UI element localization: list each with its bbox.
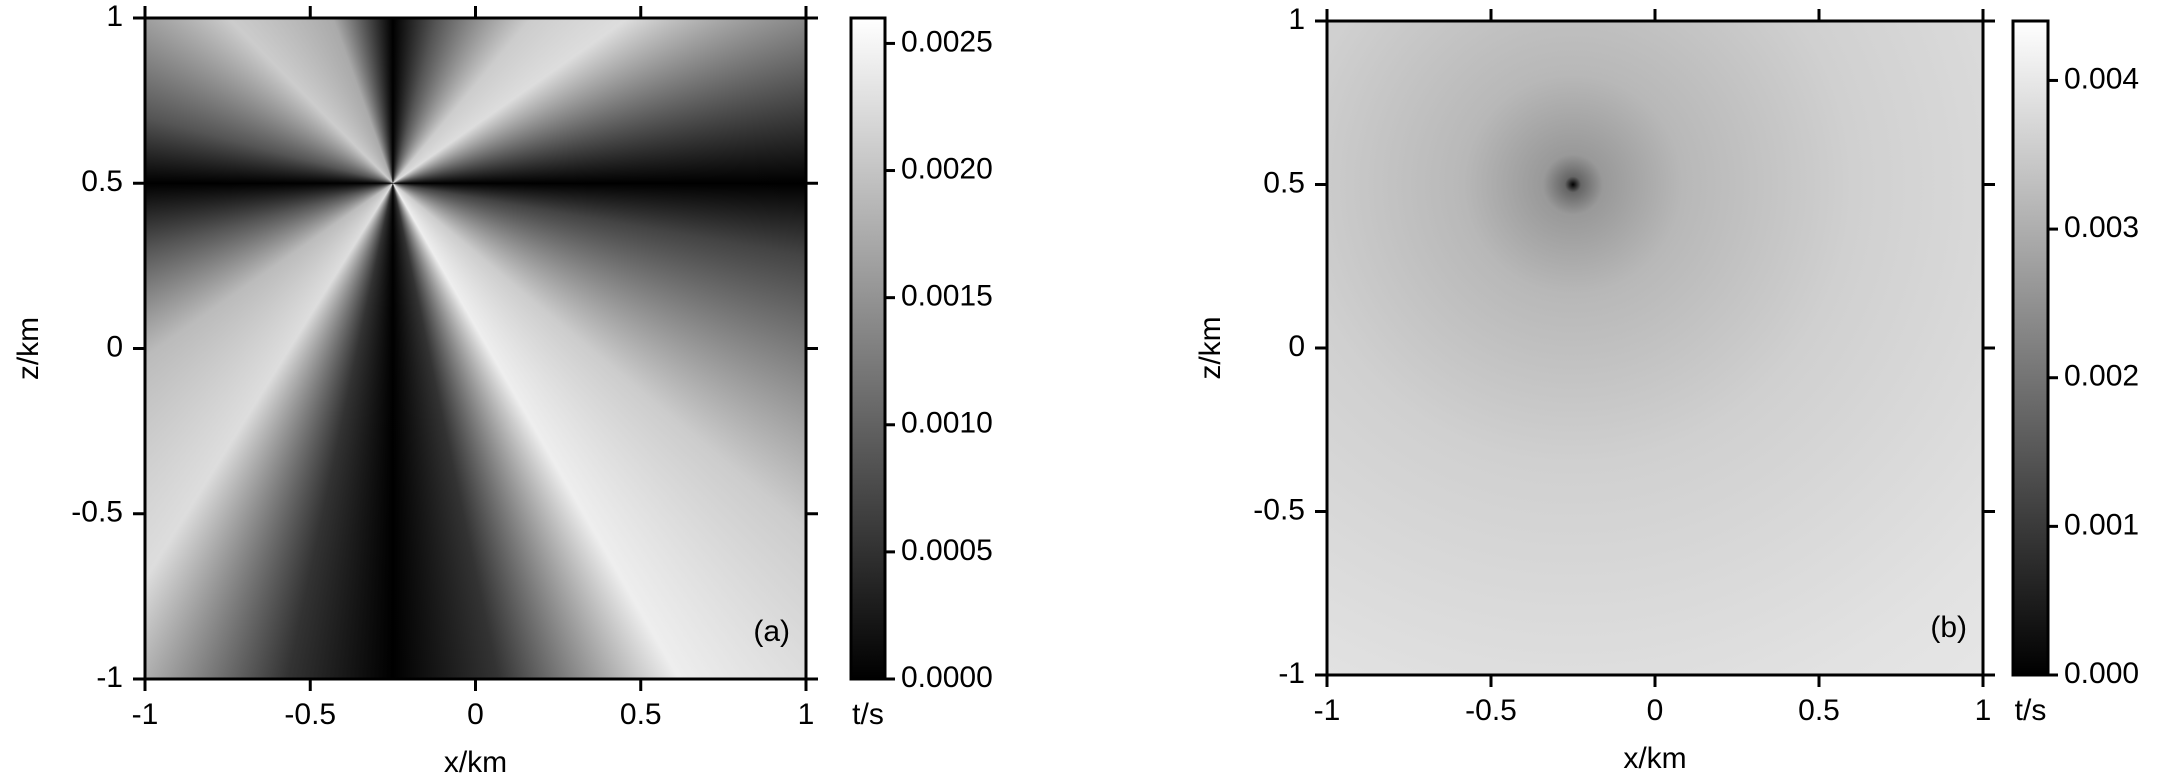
colorbar-tick-label: 0.0005 <box>901 534 993 567</box>
panel: -1 -0.5 0 0.5 1 -1 -0.5 0 0.5 1 x/km z/km (b) 0.000 0.… <box>1194 3 2139 775</box>
x-tick-label: 0 <box>1647 694 1664 727</box>
heatmap-field <box>1327 21 1983 675</box>
colorbar-tick-label: 0.004 <box>2064 62 2139 95</box>
colorbar-label: t/s <box>2015 694 2047 727</box>
heatmap-field <box>145 18 806 679</box>
colorbar-label: t/s <box>852 698 884 731</box>
heatmap-image <box>145 18 806 679</box>
x-tick-label: 0 <box>467 698 484 731</box>
colorbar-tick-label: 0.002 <box>2064 360 2139 393</box>
heatmap-image <box>1327 21 1983 675</box>
colorbar-tick-label: 0.003 <box>2064 211 2139 244</box>
x-tick-label: 1 <box>1975 694 1992 727</box>
x-tick-label: -1 <box>132 698 159 731</box>
colorbar-tick-label: 0.0025 <box>901 25 993 58</box>
colorbar-tick-label: 0.0015 <box>901 280 993 313</box>
colorbar-tick-label: 0.0000 <box>901 661 993 694</box>
colorbar-tick-label: 0.001 <box>2064 508 2139 541</box>
panel-label: (b) <box>1930 611 1967 644</box>
y-axis-label: z/km <box>12 317 45 380</box>
x-axis-label: x/km <box>444 746 507 779</box>
colorbar <box>2011 19 2050 677</box>
colorbar <box>849 16 887 681</box>
x-tick-label: 0.5 <box>1798 694 1840 727</box>
panel-label: (a) <box>753 615 790 648</box>
y-tick-label: 1 <box>106 0 123 33</box>
y-tick-label: -1 <box>96 661 123 694</box>
y-axis-label: z/km <box>1194 316 1227 379</box>
y-tick-label: 1 <box>1288 3 1305 36</box>
y-tick-label: -1 <box>1278 657 1305 690</box>
colorbar-tick-label: 0.0010 <box>901 407 993 440</box>
panel: -1 -0.5 0 0.5 1 -1 -0.5 0 0.5 1 x/km z/km (a) 0.0000 0… <box>12 0 993 779</box>
colorbar-tick-label: 0.000 <box>2064 657 2139 690</box>
y-tick-label: 0.5 <box>81 165 123 198</box>
x-tick-label: -0.5 <box>284 698 336 731</box>
y-tick-label: -0.5 <box>71 496 123 529</box>
y-tick-label: 0 <box>1288 330 1305 363</box>
y-tick-label: -0.5 <box>1253 493 1305 526</box>
x-tick-label: -0.5 <box>1465 694 1517 727</box>
x-axis-label: x/km <box>1623 742 1686 775</box>
x-tick-label: 1 <box>798 698 815 731</box>
x-tick-label: 0.5 <box>620 698 662 731</box>
x-tick-label: -1 <box>1314 694 1341 727</box>
y-tick-label: 0.5 <box>1263 166 1305 199</box>
y-tick-label: 0 <box>106 330 123 363</box>
colorbar-tick-label: 0.0020 <box>901 152 993 185</box>
